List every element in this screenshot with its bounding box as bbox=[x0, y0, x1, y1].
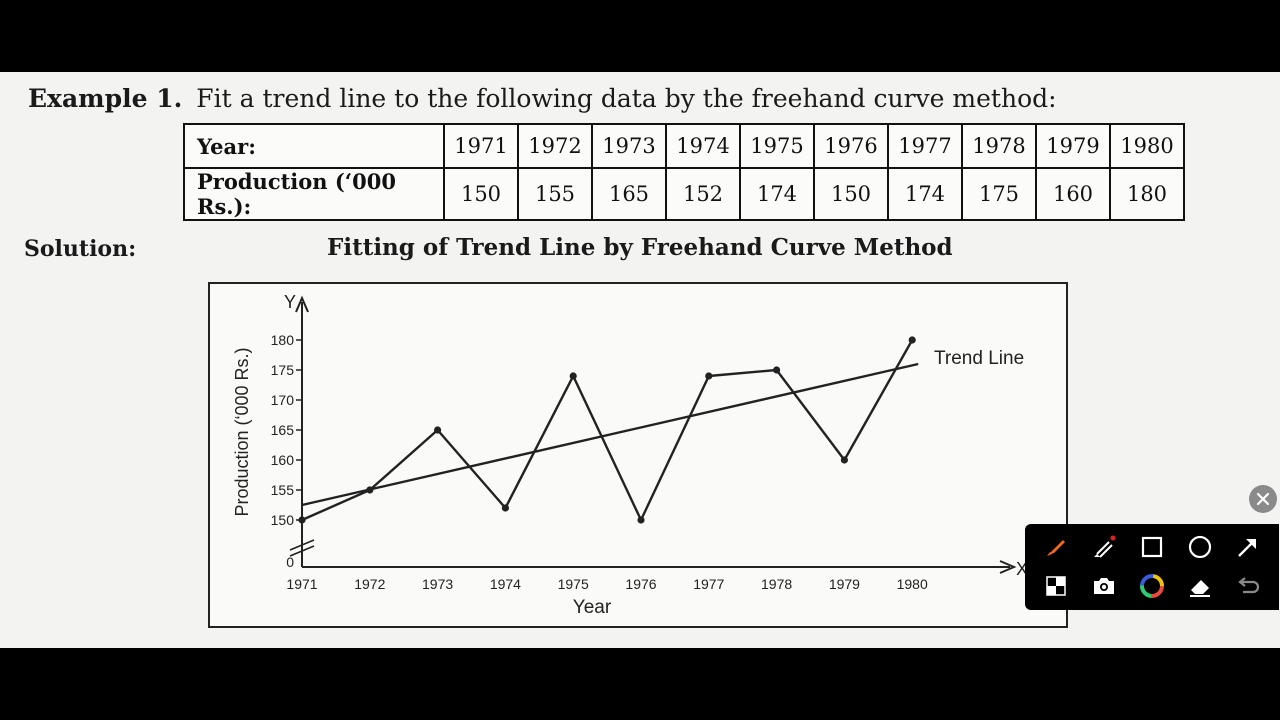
y-tick-label: 175 bbox=[271, 362, 295, 378]
data-point bbox=[569, 372, 577, 380]
data-point bbox=[908, 336, 916, 344]
solution-label: Solution: bbox=[24, 236, 137, 262]
data-table: Year: 1971 1972 1973 1974 1975 1976 1977… bbox=[183, 123, 1185, 221]
trend-line-label: Trend Line bbox=[934, 348, 1024, 369]
eraser-tool-button[interactable] bbox=[1182, 568, 1218, 604]
rectangle-icon bbox=[1141, 536, 1163, 558]
production-cell: 174 bbox=[887, 167, 963, 221]
production-cell: 180 bbox=[1109, 167, 1185, 221]
year-row-header: Year: bbox=[183, 123, 445, 169]
undo-icon bbox=[1238, 577, 1260, 594]
undo-button[interactable] bbox=[1230, 568, 1266, 604]
pen-tool-button[interactable] bbox=[1038, 529, 1074, 565]
example-heading: Example 1. Fit a trend line to the follow… bbox=[28, 84, 1057, 113]
y-tick-label: 180 bbox=[271, 332, 295, 348]
origin-label: 0 bbox=[286, 554, 294, 570]
x-tick-label: 1974 bbox=[490, 576, 521, 592]
production-cell: 165 bbox=[591, 167, 667, 221]
document-page: Example 1. Fit a trend line to the follow… bbox=[0, 72, 1280, 648]
trend-line bbox=[301, 362, 919, 507]
data-point bbox=[705, 372, 713, 380]
data-point bbox=[298, 516, 306, 524]
y-tick-label: 170 bbox=[271, 392, 295, 408]
highlighter-tool-button[interactable] bbox=[1086, 529, 1122, 565]
mosaic-tool-button[interactable] bbox=[1038, 568, 1074, 604]
eraser-icon bbox=[1190, 580, 1210, 597]
x-tick-label: 1973 bbox=[422, 576, 453, 592]
axis-break-mark bbox=[289, 539, 315, 551]
arrow-tool-button[interactable] bbox=[1230, 529, 1266, 565]
production-row-header: Production (‘000 Rs.): bbox=[183, 167, 445, 221]
production-cell: 150 bbox=[813, 167, 889, 221]
x-tick-label: 1972 bbox=[354, 576, 385, 592]
close-button[interactable] bbox=[1249, 485, 1277, 513]
screenshot-button[interactable] bbox=[1086, 568, 1122, 604]
close-icon bbox=[1256, 492, 1270, 506]
x-tick-label: 1980 bbox=[897, 576, 928, 592]
example-text: Fit a trend line to the following data b… bbox=[196, 84, 1057, 113]
x-tick-label: 1979 bbox=[829, 576, 860, 592]
y-tick-label: 150 bbox=[271, 512, 295, 528]
year-cell: 1975 bbox=[739, 123, 815, 169]
circle-tool-button[interactable] bbox=[1182, 529, 1218, 565]
year-cell: 1972 bbox=[517, 123, 593, 169]
chart-title: Fitting of Trend Line by Freehand Curve … bbox=[327, 234, 953, 261]
x-tick-label: 1978 bbox=[761, 576, 792, 592]
data-point bbox=[501, 504, 509, 512]
circle-icon bbox=[1188, 535, 1212, 559]
camera-icon bbox=[1094, 578, 1114, 594]
highlighter-icon bbox=[1094, 535, 1116, 558]
pen-icon bbox=[1047, 540, 1065, 556]
production-cell: 174 bbox=[739, 167, 815, 221]
data-point bbox=[637, 516, 645, 524]
x-tick-label: 1975 bbox=[558, 576, 589, 592]
y-axis-arrow bbox=[295, 295, 309, 313]
example-label: Example 1. bbox=[28, 84, 183, 113]
y-axis-label: Production (‘000 Rs.) bbox=[232, 347, 252, 516]
production-cell: 150 bbox=[443, 167, 519, 221]
y-axis-letter: Y bbox=[284, 292, 296, 312]
year-cell: 1976 bbox=[813, 123, 889, 169]
production-cell: 160 bbox=[1035, 167, 1111, 221]
year-cell: 1974 bbox=[665, 123, 741, 169]
x-axis-label: Year bbox=[573, 597, 612, 618]
mosaic-icon bbox=[1046, 576, 1066, 596]
year-cell: 1971 bbox=[443, 123, 519, 169]
color-wheel-icon bbox=[1140, 574, 1164, 598]
production-cell: 155 bbox=[517, 167, 593, 221]
x-tick-label: 1971 bbox=[286, 576, 317, 592]
x-axis-arrow bbox=[999, 560, 1017, 574]
production-series-line bbox=[301, 339, 914, 522]
annotation-toolbar bbox=[1025, 524, 1279, 610]
y-tick-label: 160 bbox=[271, 452, 295, 468]
production-cell: 175 bbox=[961, 167, 1037, 221]
data-point bbox=[434, 426, 442, 434]
data-point bbox=[773, 366, 781, 374]
year-cell: 1979 bbox=[1035, 123, 1111, 169]
year-cell: 1973 bbox=[591, 123, 667, 169]
year-cell: 1980 bbox=[1109, 123, 1185, 169]
year-row: Year: 1971 1972 1973 1974 1975 1976 1977… bbox=[183, 123, 1185, 169]
year-cell: 1977 bbox=[887, 123, 963, 169]
color-picker-button[interactable] bbox=[1134, 568, 1170, 604]
x-tick-label: 1976 bbox=[625, 576, 656, 592]
x-tick-label: 1977 bbox=[693, 576, 724, 592]
rectangle-tool-button[interactable] bbox=[1134, 529, 1170, 565]
y-tick-label: 155 bbox=[271, 482, 295, 498]
arrow-icon bbox=[1238, 539, 1256, 557]
year-cell: 1978 bbox=[961, 123, 1037, 169]
production-cell: 152 bbox=[665, 167, 741, 221]
production-row: Production (‘000 Rs.): 150 155 165 152 1… bbox=[183, 167, 1185, 221]
axis-break-mark bbox=[289, 545, 315, 557]
data-point bbox=[840, 456, 849, 464]
y-tick-label: 165 bbox=[271, 422, 295, 438]
